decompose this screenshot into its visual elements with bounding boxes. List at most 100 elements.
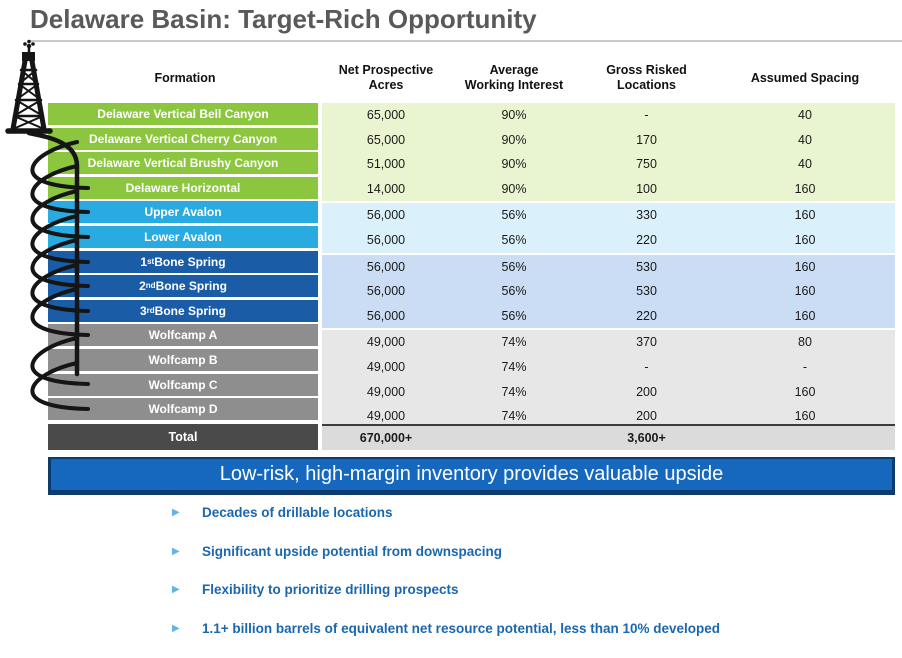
formation-label: Lower Avalon xyxy=(48,225,318,248)
data-row: 49,000 74% 200 160 xyxy=(322,404,895,429)
working-interest-cell: 90% xyxy=(501,181,527,196)
total-row-label: Total xyxy=(48,424,318,450)
acres-cell: 56,000 xyxy=(366,308,406,323)
locations-cell: 330 xyxy=(636,208,657,223)
acres-cell: 49,000 xyxy=(366,335,406,350)
triangle-bullet-icon: ▶ xyxy=(172,622,180,634)
locations-cell: 100 xyxy=(636,181,657,196)
formation-label: Wolfcamp D xyxy=(48,398,318,421)
locations-cell: 200 xyxy=(636,409,657,424)
triangle-bullet-icon: ▶ xyxy=(172,584,180,595)
formation-label: Delaware Vertical Brushy Canyon xyxy=(48,152,318,175)
spacing-cell: 40 xyxy=(798,157,812,172)
locations-cell: 170 xyxy=(636,132,657,147)
locations-cell: - xyxy=(644,359,649,374)
locations-cell: 220 xyxy=(636,232,657,247)
locations-cell: 220 xyxy=(636,308,657,323)
acres-cell: 65,000 xyxy=(366,132,406,147)
working-interest-cell: 74% xyxy=(501,335,527,350)
formation-label: Delaware Vertical Cherry Canyon xyxy=(48,127,318,150)
header-cell-4: Assumed Spacing xyxy=(750,70,860,85)
acres-cell: 49,000 xyxy=(366,359,406,374)
list-item: ▶ Decades of drillable locations xyxy=(172,504,872,521)
data-row: 49,000 74% 200 160 xyxy=(322,380,895,405)
spacing-cell: - xyxy=(802,359,808,374)
data-row: 49,000 74% - - xyxy=(322,355,895,380)
locations-cell: 200 xyxy=(636,384,657,399)
working-interest-cell: 74% xyxy=(501,384,527,399)
triangle-bullet-icon: ▶ xyxy=(172,507,180,518)
spacing-cell: 160 xyxy=(794,409,816,424)
data-row: 56,000 56% 330 160 xyxy=(322,203,895,228)
working-interest-cell: 90% xyxy=(501,108,527,122)
working-interest-cell: 74% xyxy=(501,409,527,424)
acres-cell: 56,000 xyxy=(366,284,406,299)
spacing-cell: 40 xyxy=(798,108,812,122)
spacing-cell: 160 xyxy=(794,259,816,274)
acres-cell: 14,000 xyxy=(366,181,406,196)
header-cell-1: Net Prospective Acres xyxy=(338,63,434,92)
list-item: ▶ Flexibility to prioritize drilling pros… xyxy=(172,581,872,598)
spacing-cell: 160 xyxy=(794,181,816,196)
working-interest-cell: 56% xyxy=(501,308,527,323)
working-interest-cell: 90% xyxy=(501,157,527,172)
summary-banner-text: Low-risk, high-margin inventory provides… xyxy=(219,463,724,485)
data-row: 65,000 90% - 40 xyxy=(322,103,895,128)
acres-cell: 51,000 xyxy=(366,157,406,172)
data-row: 56,000 56% 530 160 xyxy=(322,255,895,280)
bullet-text: Flexibility to prioritize drilling prosp… xyxy=(202,582,459,597)
formation-label: Delaware Horizontal xyxy=(48,176,318,199)
formation-data-column: 65,000 90% - 40 65,000 90% 170 40 51,000 90% 750 40… xyxy=(322,103,895,429)
working-interest-cell: 90% xyxy=(501,132,527,147)
data-row: 51,000 90% 750 40 xyxy=(322,152,895,177)
data-row: 56,000 56% 530 160 xyxy=(322,279,895,304)
locations-cell: 530 xyxy=(636,284,657,299)
acres-cell: 56,000 xyxy=(366,232,406,247)
title-divider xyxy=(30,40,902,42)
working-interest-cell: 56% xyxy=(501,284,527,299)
formation-label: Upper Avalon xyxy=(48,201,318,224)
formation-label: Wolfcamp C xyxy=(48,373,318,396)
bullet-text: Significant upside potential from downsp… xyxy=(202,543,503,559)
formation-label: Wolfcamp B xyxy=(48,348,318,371)
bullet-text: 1.1+ billion barrels of equivalent net r… xyxy=(202,620,721,636)
locations-cell: - xyxy=(644,108,649,122)
acres-cell: 56,000 xyxy=(366,259,406,274)
page-title: Delaware Basin: Target-Rich Opportunity xyxy=(30,4,537,34)
data-row: 56,000 56% 220 160 xyxy=(322,228,895,253)
acres-cell: 49,000 xyxy=(366,384,406,399)
spacing-cell: 160 xyxy=(794,208,816,223)
acres-cell: 65,000 xyxy=(366,108,406,122)
list-item: ▶ Significant upside potential from downs… xyxy=(172,543,872,560)
acres-cell: 49,000 xyxy=(366,409,406,424)
formation-label: Delaware Vertical Bell Canyon xyxy=(48,103,318,125)
bullet-list: ▶ Decades of drillable locations ▶ Signific… xyxy=(172,504,872,658)
working-interest-cell: 56% xyxy=(501,259,527,274)
total-row-values: 670,000+ 3,600+ xyxy=(322,424,895,450)
working-interest-cell: 56% xyxy=(501,232,527,247)
spacing-cell: 160 xyxy=(794,232,816,247)
data-row: 14,000 90% 100 160 xyxy=(322,177,895,202)
spacing-cell: 160 xyxy=(794,284,816,299)
formation-label: Wolfcamp A xyxy=(48,324,318,347)
spacing-cell: 160 xyxy=(794,384,816,399)
header-cell-2: Average Working Interest xyxy=(464,63,564,92)
spacing-cell: 80 xyxy=(798,335,812,350)
locations-cell: 750 xyxy=(636,157,657,172)
data-group-gray: 49,000 74% 370 80 49,000 74% - - 49,000 74% 200 160… xyxy=(322,330,895,429)
spacing-cell: 160 xyxy=(794,308,816,323)
data-group-green: 65,000 90% - 40 65,000 90% 170 40 51,000 90% 750 40… xyxy=(322,103,895,204)
bullet-text: Decades of drillable locations xyxy=(202,505,393,520)
data-group-cyan: 56,000 56% 330 160 56,000 56% 220 160 xyxy=(322,203,895,255)
total-acres-cell: 670,000+ xyxy=(359,431,413,445)
formation-label-column: Delaware Vertical Bell Canyon Delaware Ve… xyxy=(48,103,318,423)
data-row: 65,000 90% 170 40 xyxy=(322,128,895,153)
header-cell-3: Gross Risked Locations xyxy=(606,63,687,92)
table-header: Formation Net Prospective Acres Average Work… xyxy=(48,55,895,101)
data-row: 56,000 56% 220 160 xyxy=(322,304,895,329)
list-item: ▶ 1.1+ billion barrels of equivalent net … xyxy=(172,620,872,637)
working-interest-cell: 56% xyxy=(501,208,527,223)
locations-cell: 530 xyxy=(636,259,657,274)
